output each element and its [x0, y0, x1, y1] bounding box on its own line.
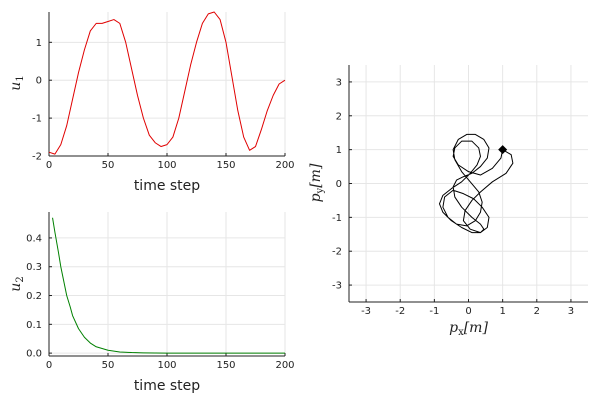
- x-tick-label: 1: [499, 306, 505, 317]
- y-tick-label: 0.1: [26, 320, 42, 331]
- x-tick-label: 200: [275, 160, 294, 171]
- y-tick-label: 0: [36, 76, 42, 87]
- x-tick-label: 50: [102, 160, 115, 171]
- chart-u1: 0 50 100 150 200 -2 -1 0 1 time step u1: [8, 11, 295, 194]
- x-tick-label: 200: [275, 360, 294, 371]
- series-line: [52, 217, 285, 354]
- x-tick-label: 150: [216, 160, 235, 171]
- y-tick-label: -2: [332, 247, 342, 258]
- y-tick-label: -1: [32, 114, 42, 125]
- x-axis-label: time step: [134, 178, 200, 194]
- x-tick-label: 100: [157, 360, 176, 371]
- y-axis-label: u2: [8, 276, 26, 291]
- x-tick-label: 100: [157, 160, 176, 171]
- marker-diamond: [498, 145, 508, 155]
- y-tick-label: 3: [336, 77, 342, 88]
- y-tick-label: -1: [332, 213, 342, 224]
- y-tick-label: 0.2: [26, 291, 42, 302]
- x-tick-label: -1: [429, 306, 439, 317]
- x-tick-label: 0: [46, 360, 52, 371]
- grid: [48, 12, 286, 157]
- y-tick-label: 1: [336, 145, 342, 156]
- y-tick-label: -2: [32, 152, 42, 163]
- grid: [349, 65, 588, 302]
- chart-trajectory: -3 -2 -1 0 1 2 3 -3 -2 -1 0 1 2 3 px[m] py[m]: [308, 65, 588, 338]
- x-tick-label: 3: [568, 306, 574, 317]
- series-line: [48, 11, 286, 155]
- y-axis-label: py[m]: [308, 163, 326, 202]
- x-tick-label: -3: [361, 306, 371, 317]
- series-line: [438, 133, 514, 234]
- grid: [48, 212, 286, 356]
- y-tick-label: 0.0: [26, 349, 42, 360]
- chart-u2: 0 50 100 150 200 0.0 0.1 0.2 0.3 0.4 time step u2: [8, 212, 295, 394]
- y-tick-label: 0: [336, 179, 342, 190]
- y-tick-label: -3: [332, 281, 342, 292]
- x-tick-label: -2: [395, 306, 405, 317]
- x-tick-label: 150: [216, 360, 235, 371]
- x-tick-label: 50: [102, 360, 115, 371]
- x-axis-label: time step: [134, 378, 200, 394]
- y-tick-label: 0.4: [26, 233, 42, 244]
- y-tick-label: 0.3: [26, 262, 42, 273]
- x-tick-label: 2: [534, 306, 540, 317]
- y-axis-label: u1: [8, 75, 26, 90]
- x-tick-label: 0: [465, 306, 471, 317]
- x-axis-label: px[m]: [449, 320, 488, 338]
- y-tick-label: 2: [336, 111, 342, 122]
- y-tick-label: 1: [36, 38, 42, 49]
- x-tick-label: 0: [46, 160, 52, 171]
